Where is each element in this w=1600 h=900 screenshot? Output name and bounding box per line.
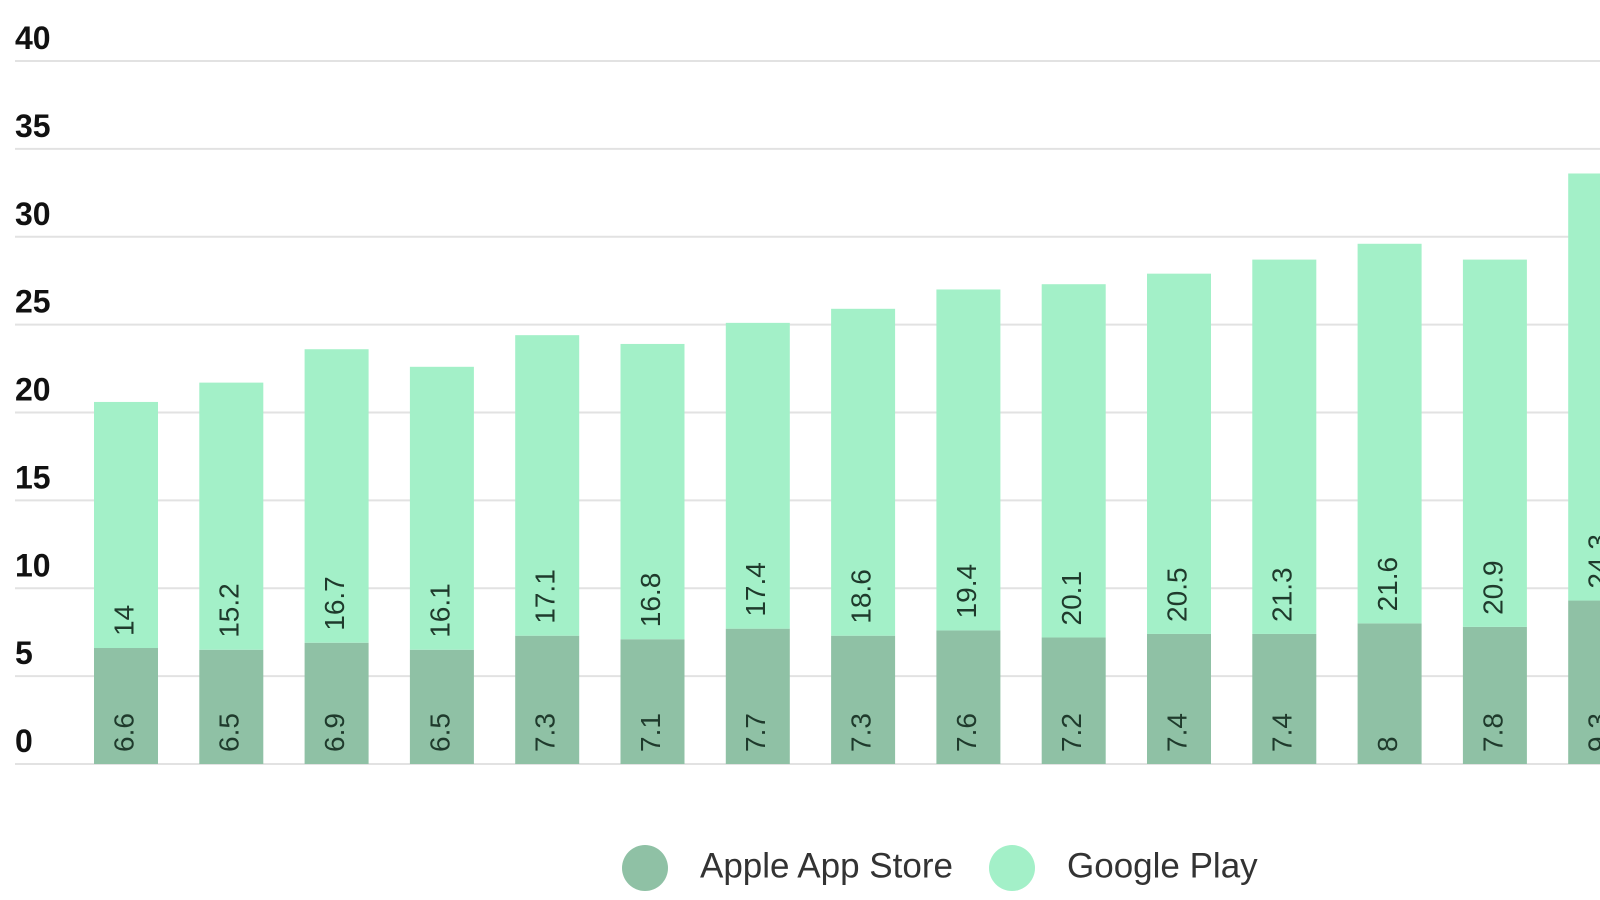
y-tick-label: 0 xyxy=(15,723,33,759)
value-label: 16.1 xyxy=(424,583,455,638)
bar-segment xyxy=(725,628,790,764)
y-tick-label: 20 xyxy=(15,372,51,408)
bar-segment xyxy=(515,335,580,636)
bar-segment xyxy=(199,382,264,650)
bar-segment xyxy=(1041,637,1106,764)
value-label: 7.1 xyxy=(635,713,666,752)
value-label: 9.3 xyxy=(1583,713,1600,752)
legend-label: Google Play xyxy=(1067,846,1258,885)
value-label: 7.3 xyxy=(845,713,876,752)
bar-segment xyxy=(1147,273,1211,634)
value-label: 19.4 xyxy=(951,564,982,619)
bar-segment xyxy=(1252,633,1317,764)
value-label: 7.4 xyxy=(1267,713,1298,752)
y-tick-label: 15 xyxy=(15,459,51,495)
value-label: 20.9 xyxy=(1477,560,1508,615)
value-label: 15.2 xyxy=(214,583,245,638)
y-tick-label: 10 xyxy=(15,547,51,583)
value-label: 16.7 xyxy=(319,576,350,631)
bar-segment xyxy=(1568,173,1600,601)
value-label: 6.6 xyxy=(108,713,139,752)
bar-segment xyxy=(725,322,790,629)
value-label: 18.6 xyxy=(845,569,876,624)
value-label: 7.8 xyxy=(1477,713,1508,752)
value-label: 20.1 xyxy=(1056,571,1087,626)
bar-segment xyxy=(94,648,158,764)
value-label: 17.1 xyxy=(530,569,561,624)
bar-segment xyxy=(1252,259,1317,634)
y-tick-label: 5 xyxy=(15,635,33,671)
y-tick-label: 35 xyxy=(15,108,51,144)
bar-segment xyxy=(1462,259,1527,627)
y-tick-label: 30 xyxy=(15,196,51,232)
bar-segment xyxy=(831,635,896,764)
bar-segment xyxy=(409,649,474,764)
bar-segment xyxy=(199,649,264,764)
value-label: 7.7 xyxy=(740,713,771,752)
bar-segment xyxy=(936,289,1001,631)
bar-segment xyxy=(1568,600,1600,764)
value-label: 17.4 xyxy=(740,562,771,617)
bar-segment xyxy=(620,343,685,640)
bar-segment xyxy=(515,635,580,764)
bar-segment xyxy=(1041,284,1106,638)
value-label: 24.3 xyxy=(1583,534,1600,589)
value-label: 16.8 xyxy=(635,573,666,628)
value-label: 7.2 xyxy=(1056,713,1087,752)
bar-segment xyxy=(1357,243,1422,624)
value-label: 14 xyxy=(108,605,139,636)
bar-segment xyxy=(304,349,369,643)
bar-segment xyxy=(94,401,158,649)
bar-segment xyxy=(620,639,685,764)
bar-segment xyxy=(1357,623,1422,764)
value-label: 6.9 xyxy=(319,713,350,752)
value-label: 21.6 xyxy=(1372,557,1403,612)
bar-segment xyxy=(1462,626,1527,764)
bar-segment xyxy=(304,642,369,764)
value-label: 7.6 xyxy=(951,713,982,752)
y-tick-label: 25 xyxy=(15,284,51,320)
legend-label: Apple App Store xyxy=(700,846,953,885)
value-label: 7.4 xyxy=(1161,713,1192,752)
y-tick-label: 40 xyxy=(15,20,51,56)
legend-swatch xyxy=(622,845,668,891)
bar-segment xyxy=(409,366,474,650)
value-label: 20.5 xyxy=(1161,567,1192,622)
legend-swatch xyxy=(989,845,1035,891)
value-label: 6.5 xyxy=(214,713,245,752)
bar-segment xyxy=(936,630,1001,764)
bar-segment xyxy=(831,308,896,636)
value-label: 21.3 xyxy=(1267,567,1298,622)
value-label: 8 xyxy=(1372,736,1403,752)
value-label: 6.5 xyxy=(424,713,455,752)
value-label: 7.3 xyxy=(530,713,561,752)
bar-segment xyxy=(1147,633,1211,764)
